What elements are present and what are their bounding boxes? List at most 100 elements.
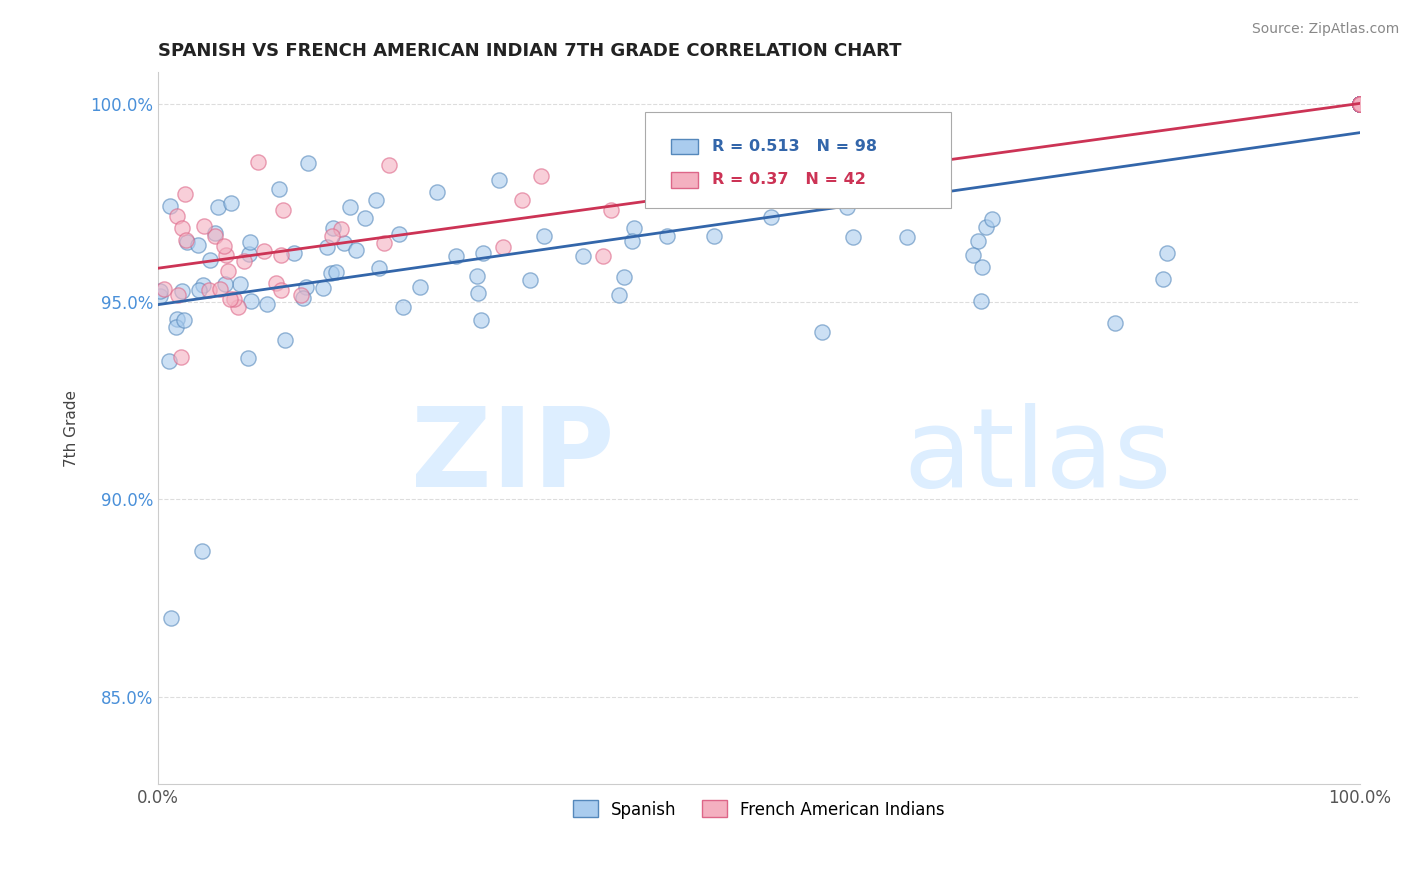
Point xyxy=(842,230,865,244)
Point xyxy=(170,221,193,235)
Point xyxy=(1348,97,1371,112)
Point xyxy=(1348,97,1371,112)
Point xyxy=(1152,272,1174,286)
Point xyxy=(344,243,367,257)
Point xyxy=(1348,97,1371,112)
Point xyxy=(316,239,339,253)
Point xyxy=(1348,97,1371,112)
Point xyxy=(1348,97,1371,112)
Point xyxy=(311,281,333,295)
Point xyxy=(270,283,292,297)
Point xyxy=(966,234,988,248)
Point xyxy=(165,319,187,334)
Point xyxy=(354,211,377,225)
Point xyxy=(160,611,183,625)
Point xyxy=(1348,97,1371,112)
Point xyxy=(1348,97,1371,112)
Point xyxy=(1348,97,1371,112)
Point xyxy=(246,155,269,169)
Point xyxy=(173,313,195,327)
Point xyxy=(159,199,181,213)
Point xyxy=(239,294,262,309)
Point xyxy=(214,277,236,291)
Point xyxy=(176,233,198,247)
Point xyxy=(204,226,226,240)
Point xyxy=(198,252,221,267)
Point xyxy=(271,202,294,217)
Point xyxy=(233,254,256,268)
Point xyxy=(387,227,409,241)
Point xyxy=(187,238,209,252)
Point xyxy=(207,200,229,214)
Point xyxy=(219,196,242,211)
Point xyxy=(173,186,195,201)
Point xyxy=(1348,97,1371,112)
Point xyxy=(592,249,614,263)
Point xyxy=(981,212,1004,227)
Point xyxy=(792,194,814,208)
Point xyxy=(212,239,235,253)
Point xyxy=(1348,97,1371,112)
Point xyxy=(229,277,252,291)
FancyBboxPatch shape xyxy=(671,138,697,154)
Point xyxy=(256,297,278,311)
Point xyxy=(267,182,290,196)
Point xyxy=(333,235,356,250)
Point xyxy=(491,239,513,253)
Point xyxy=(1348,97,1371,112)
Point xyxy=(368,260,391,275)
Point xyxy=(488,172,510,186)
Point xyxy=(215,248,238,262)
Point xyxy=(149,284,172,298)
Point xyxy=(166,209,188,223)
Point xyxy=(623,220,645,235)
Point xyxy=(446,249,468,263)
Point xyxy=(193,219,215,233)
Point xyxy=(811,325,834,339)
Point xyxy=(392,300,415,314)
Point xyxy=(322,221,344,235)
Point xyxy=(339,200,361,214)
Point xyxy=(224,292,246,306)
Point xyxy=(1348,97,1371,112)
Point xyxy=(157,354,180,368)
Point xyxy=(1348,97,1371,112)
Point xyxy=(253,244,276,258)
FancyBboxPatch shape xyxy=(645,112,950,208)
Point xyxy=(292,291,315,305)
Point xyxy=(703,229,725,244)
Point xyxy=(273,333,295,347)
Point xyxy=(1348,97,1371,112)
Point xyxy=(1348,97,1371,112)
Point xyxy=(373,235,395,250)
Point xyxy=(1348,97,1371,112)
Point xyxy=(264,276,287,290)
Point xyxy=(1156,245,1178,260)
Text: Source: ZipAtlas.com: Source: ZipAtlas.com xyxy=(1251,22,1399,37)
Text: atlas: atlas xyxy=(903,403,1171,510)
Point xyxy=(512,193,534,207)
Point xyxy=(408,280,430,294)
Point xyxy=(1348,97,1371,112)
Point xyxy=(426,185,449,199)
Point xyxy=(1104,316,1126,330)
FancyBboxPatch shape xyxy=(671,172,697,187)
Point xyxy=(974,220,997,235)
Point xyxy=(1348,97,1371,112)
Point xyxy=(270,248,292,262)
Point xyxy=(167,288,190,302)
Point xyxy=(176,235,198,249)
Point xyxy=(208,282,231,296)
Point xyxy=(1348,97,1371,112)
Point xyxy=(1348,97,1371,112)
Point xyxy=(600,202,623,217)
Point xyxy=(325,265,347,279)
Point xyxy=(1348,97,1371,112)
Point xyxy=(190,543,212,558)
Point xyxy=(236,351,259,365)
Point xyxy=(297,156,319,170)
Point xyxy=(620,234,643,248)
Point xyxy=(187,283,209,297)
Point xyxy=(1348,97,1371,112)
Point xyxy=(519,273,541,287)
